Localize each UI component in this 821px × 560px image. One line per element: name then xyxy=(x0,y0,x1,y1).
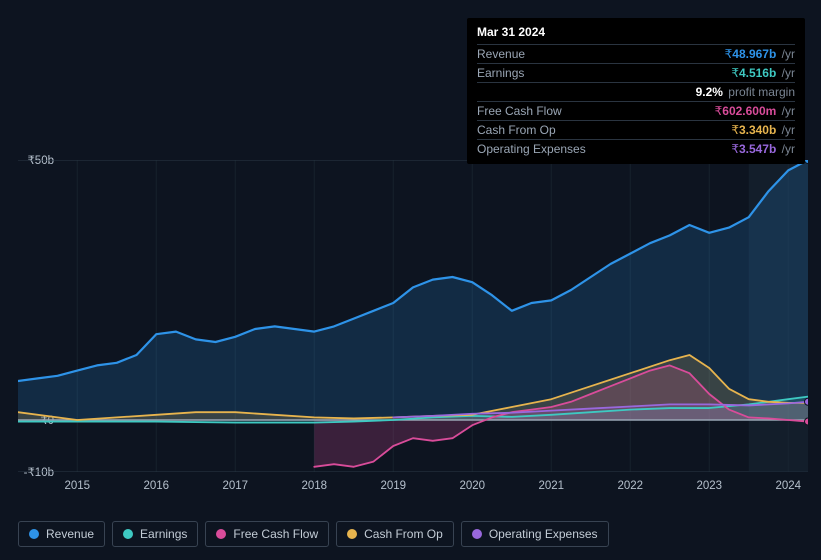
tooltip-row-value: 9.2% profit margin xyxy=(696,85,795,99)
legend-label: Earnings xyxy=(140,527,187,541)
legend-item-fcf[interactable]: Free Cash Flow xyxy=(205,521,329,547)
x-tick-label: 2021 xyxy=(538,480,564,492)
tooltip-row: Free Cash Flow ₹602.600m /yr xyxy=(477,101,795,120)
tooltip-row-value: ₹48.967b /yr xyxy=(725,47,795,61)
legend-item-cfo[interactable]: Cash From Op xyxy=(336,521,454,547)
legend-item-earnings[interactable]: Earnings xyxy=(112,521,198,547)
tooltip-row: Cash From Op ₹3.340b /yr xyxy=(477,120,795,139)
chart-svg xyxy=(18,160,808,472)
tooltip-row-label: Free Cash Flow xyxy=(477,104,562,118)
x-tick-label: 2017 xyxy=(222,480,248,492)
x-axis: 2015 2016 2017 2018 2019 2020 2021 2022 2023 2024 xyxy=(18,480,808,500)
x-tick-label: 2018 xyxy=(301,480,327,492)
tooltip-row: 9.2% profit margin xyxy=(477,82,795,101)
legend-label: Operating Expenses xyxy=(489,527,598,541)
legend-item-revenue[interactable]: Revenue xyxy=(18,521,105,547)
tooltip-row-label: Operating Expenses xyxy=(477,142,586,156)
x-tick-label: 2015 xyxy=(64,480,90,492)
tooltip-row-value: ₹602.600m /yr xyxy=(715,104,795,118)
tooltip-row: Revenue ₹48.967b /yr xyxy=(477,44,795,63)
tooltip-row-label: Revenue xyxy=(477,47,525,61)
x-tick-label: 2022 xyxy=(617,480,643,492)
tooltip-row: Operating Expenses ₹3.547b /yr xyxy=(477,139,795,158)
legend-item-opex[interactable]: Operating Expenses xyxy=(461,521,609,547)
x-tick-label: 2024 xyxy=(775,480,801,492)
tooltip-row-label: Cash From Op xyxy=(477,123,556,137)
x-tick-label: 2020 xyxy=(459,480,485,492)
legend: Revenue Earnings Free Cash Flow Cash From O… xyxy=(18,521,609,547)
tooltip-rows: Revenue ₹48.967b /yr Earnings ₹4.516b /yr 9.… xyxy=(477,44,795,158)
legend-swatch-icon xyxy=(472,529,482,539)
chart-area: ₹50b₹0-₹10b 2015201620172018201920202021… xyxy=(18,160,808,500)
x-tick-label: 2016 xyxy=(143,480,169,492)
x-tick-label: 2019 xyxy=(380,480,406,492)
tooltip-row-value: ₹3.547b /yr xyxy=(731,142,795,156)
tooltip-row-value: ₹3.340b /yr xyxy=(731,123,795,137)
legend-label: Revenue xyxy=(46,527,94,541)
plot-area[interactable] xyxy=(18,160,808,472)
legend-swatch-icon xyxy=(347,529,357,539)
legend-label: Free Cash Flow xyxy=(233,527,318,541)
tooltip-panel: Mar 31 2024 Revenue ₹48.967b /yr Earnings ₹… xyxy=(467,18,805,164)
x-tick-label: 2023 xyxy=(696,480,722,492)
legend-label: Cash From Op xyxy=(364,527,443,541)
tooltip-row: Earnings ₹4.516b /yr xyxy=(477,63,795,82)
tooltip-row-value: ₹4.516b /yr xyxy=(731,66,795,80)
legend-swatch-icon xyxy=(216,529,226,539)
legend-swatch-icon xyxy=(123,529,133,539)
tooltip-date: Mar 31 2024 xyxy=(477,25,795,44)
legend-swatch-icon xyxy=(29,529,39,539)
tooltip-row-label: Earnings xyxy=(477,66,524,80)
